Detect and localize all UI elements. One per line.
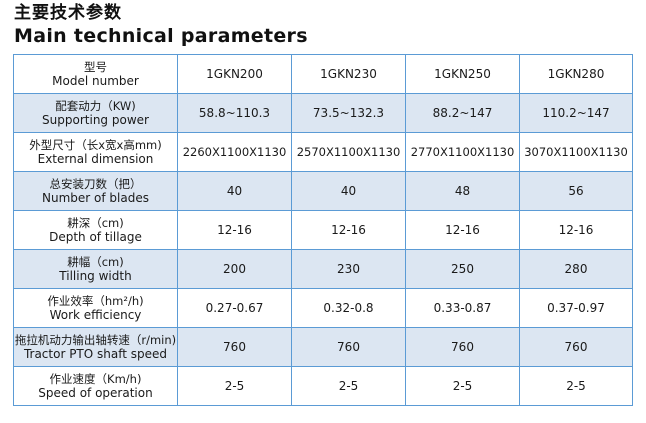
- table-cell: 760: [405, 327, 520, 367]
- row-label-chinese: 作业速度（Km/h): [49, 371, 142, 386]
- row-label-chinese: 总安装刀数（把）: [49, 176, 142, 191]
- row-label-english: Tractor PTO shaft speed: [23, 346, 168, 361]
- table-cell: 2-5: [405, 366, 520, 406]
- table-cell: 58.8~110.3: [177, 93, 292, 133]
- row-label-english: Speed of operation: [38, 385, 153, 400]
- row-label-cell: 作业效率（hm²/h) Work efficiency: [13, 288, 178, 328]
- table-cell: 110.2~147: [519, 93, 633, 133]
- table-cell: 0.27-0.67: [177, 288, 292, 328]
- row-label-chinese: 配套动力（KW): [55, 98, 136, 113]
- row-label-cell: 耕深（cm) Depth of tillage: [13, 210, 178, 250]
- title-block: 主要技术参数 Main technical parameters: [14, 2, 308, 48]
- table-cell: 88.2~147: [405, 93, 520, 133]
- row-label-chinese: 外型尺寸（长x宽x高mm): [29, 137, 162, 152]
- table-cell: 12-16: [177, 210, 292, 250]
- table-cell: 40: [177, 171, 292, 211]
- table-cell: 2-5: [177, 366, 292, 406]
- row-label-english: Model number: [52, 73, 139, 88]
- table-row: 耕深（cm) Depth of tillage 12-16 12-16 12-1…: [13, 210, 633, 250]
- table-cell: 0.33-0.87: [405, 288, 520, 328]
- table-row: 外型尺寸（长x宽x高mm) External dimension 2260X11…: [13, 132, 633, 172]
- row-label-cell: 作业速度（Km/h) Speed of operation: [13, 366, 178, 406]
- table-cell: 760: [519, 327, 633, 367]
- row-label-chinese: 耕幅（cm): [67, 254, 124, 269]
- row-label-cell: 耕幅（cm) Tilling width: [13, 249, 178, 289]
- page-title-chinese: 主要技术参数: [14, 3, 122, 23]
- table-header-row: 型号 Model number 1GKN200 1GKN230 1GKN250 …: [13, 54, 633, 94]
- table-cell: 12-16: [291, 210, 406, 250]
- row-label-cell: 拖拉机动力输出轴转速（r/min) Tractor PTO shaft spee…: [13, 327, 178, 367]
- model-header-cell: 1GKN280: [519, 54, 633, 94]
- row-label-cell: 型号 Model number: [13, 54, 178, 94]
- table-cell: 760: [291, 327, 406, 367]
- row-label-english: Tilling width: [59, 268, 132, 283]
- table-cell: 2770X1100X1130: [405, 132, 520, 172]
- table-cell: 200: [177, 249, 292, 289]
- table-row: 配套动力（KW) Supporting power 58.8~110.3 73.…: [13, 93, 633, 133]
- table-cell: 12-16: [405, 210, 520, 250]
- row-label-english: Work efficiency: [49, 307, 142, 322]
- row-label-cell: 外型尺寸（长x宽x高mm) External dimension: [13, 132, 178, 172]
- row-label-chinese: 作业效率（hm²/h): [47, 293, 144, 308]
- table-cell: 0.32-0.8: [291, 288, 406, 328]
- row-label-english: Depth of tillage: [49, 229, 142, 244]
- table-row: 作业速度（Km/h) Speed of operation 2-5 2-5 2-…: [13, 366, 633, 406]
- table-cell: 760: [177, 327, 292, 367]
- table-cell: 280: [519, 249, 633, 289]
- table-cell: 2-5: [519, 366, 633, 406]
- table-cell: 12-16: [519, 210, 633, 250]
- model-header-cell: 1GKN250: [405, 54, 520, 94]
- table-cell: 2-5: [291, 366, 406, 406]
- table-cell: 2570X1100X1130: [291, 132, 406, 172]
- table-row: 总安装刀数（把） Number of blades 40 40 48 56: [13, 171, 633, 211]
- row-label-cell: 配套动力（KW) Supporting power: [13, 93, 178, 133]
- table-cell: 230: [291, 249, 406, 289]
- table-cell: 3070X1100X1130: [519, 132, 633, 172]
- table-row: 耕幅（cm) Tilling width 200 230 250 280: [13, 249, 633, 289]
- table-cell: 48: [405, 171, 520, 211]
- page-title-english: Main technical parameters: [14, 25, 308, 47]
- table-cell: 0.37-0.97: [519, 288, 633, 328]
- row-label-chinese: 拖拉机动力输出轴转速（r/min): [14, 332, 177, 347]
- table-cell: 73.5~132.3: [291, 93, 406, 133]
- table-cell: 56: [519, 171, 633, 211]
- model-header-cell: 1GKN230: [291, 54, 406, 94]
- row-label-chinese: 型号: [84, 59, 107, 74]
- table-row: 作业效率（hm²/h) Work efficiency 0.27-0.67 0.…: [13, 288, 633, 328]
- table-cell: 40: [291, 171, 406, 211]
- table-cell: 250: [405, 249, 520, 289]
- row-label-english: Supporting power: [42, 112, 149, 127]
- row-label-chinese: 耕深（cm): [67, 215, 124, 230]
- row-label-cell: 总安装刀数（把） Number of blades: [13, 171, 178, 211]
- parameters-table: 型号 Model number 1GKN200 1GKN230 1GKN250 …: [13, 54, 633, 406]
- table-row: 拖拉机动力输出轴转速（r/min) Tractor PTO shaft spee…: [13, 327, 633, 367]
- table-cell: 2260X1100X1130: [177, 132, 292, 172]
- row-label-english: Number of blades: [42, 190, 149, 205]
- row-label-english: External dimension: [37, 151, 154, 166]
- model-header-cell: 1GKN200: [177, 54, 292, 94]
